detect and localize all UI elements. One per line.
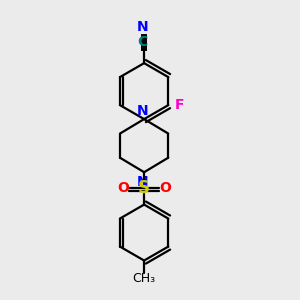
Text: N: N <box>137 104 148 118</box>
Text: C: C <box>137 35 148 49</box>
Text: S: S <box>138 179 150 197</box>
Text: CH₃: CH₃ <box>133 272 156 285</box>
Text: O: O <box>117 182 129 195</box>
Text: N: N <box>137 175 148 189</box>
Text: N: N <box>137 20 148 34</box>
Text: F: F <box>175 98 184 112</box>
Text: O: O <box>159 182 171 195</box>
